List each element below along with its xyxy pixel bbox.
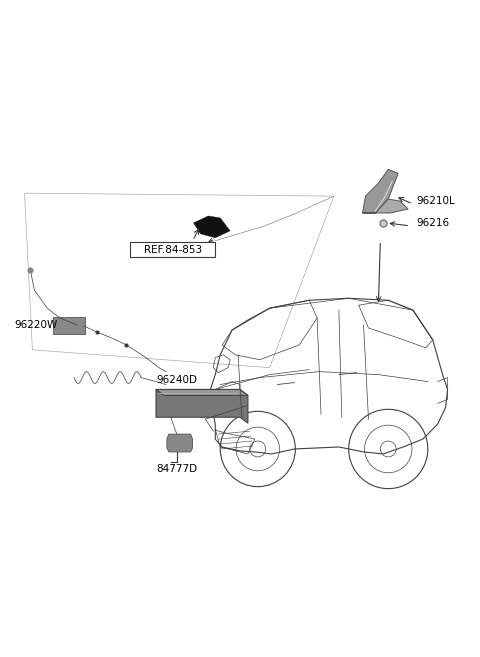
Text: REF.84-853: REF.84-853 [144, 244, 202, 255]
Text: 96210L: 96210L [416, 196, 455, 206]
Text: 84777D: 84777D [156, 464, 197, 474]
Polygon shape [362, 199, 408, 213]
Polygon shape [362, 170, 398, 213]
FancyBboxPatch shape [130, 242, 216, 257]
Text: 96220W: 96220W [14, 320, 58, 330]
Text: 96216: 96216 [416, 218, 449, 228]
Polygon shape [167, 434, 192, 452]
Text: 96240D: 96240D [156, 374, 197, 384]
Polygon shape [193, 216, 230, 238]
FancyBboxPatch shape [53, 317, 85, 334]
Polygon shape [156, 390, 248, 396]
Polygon shape [156, 390, 248, 423]
